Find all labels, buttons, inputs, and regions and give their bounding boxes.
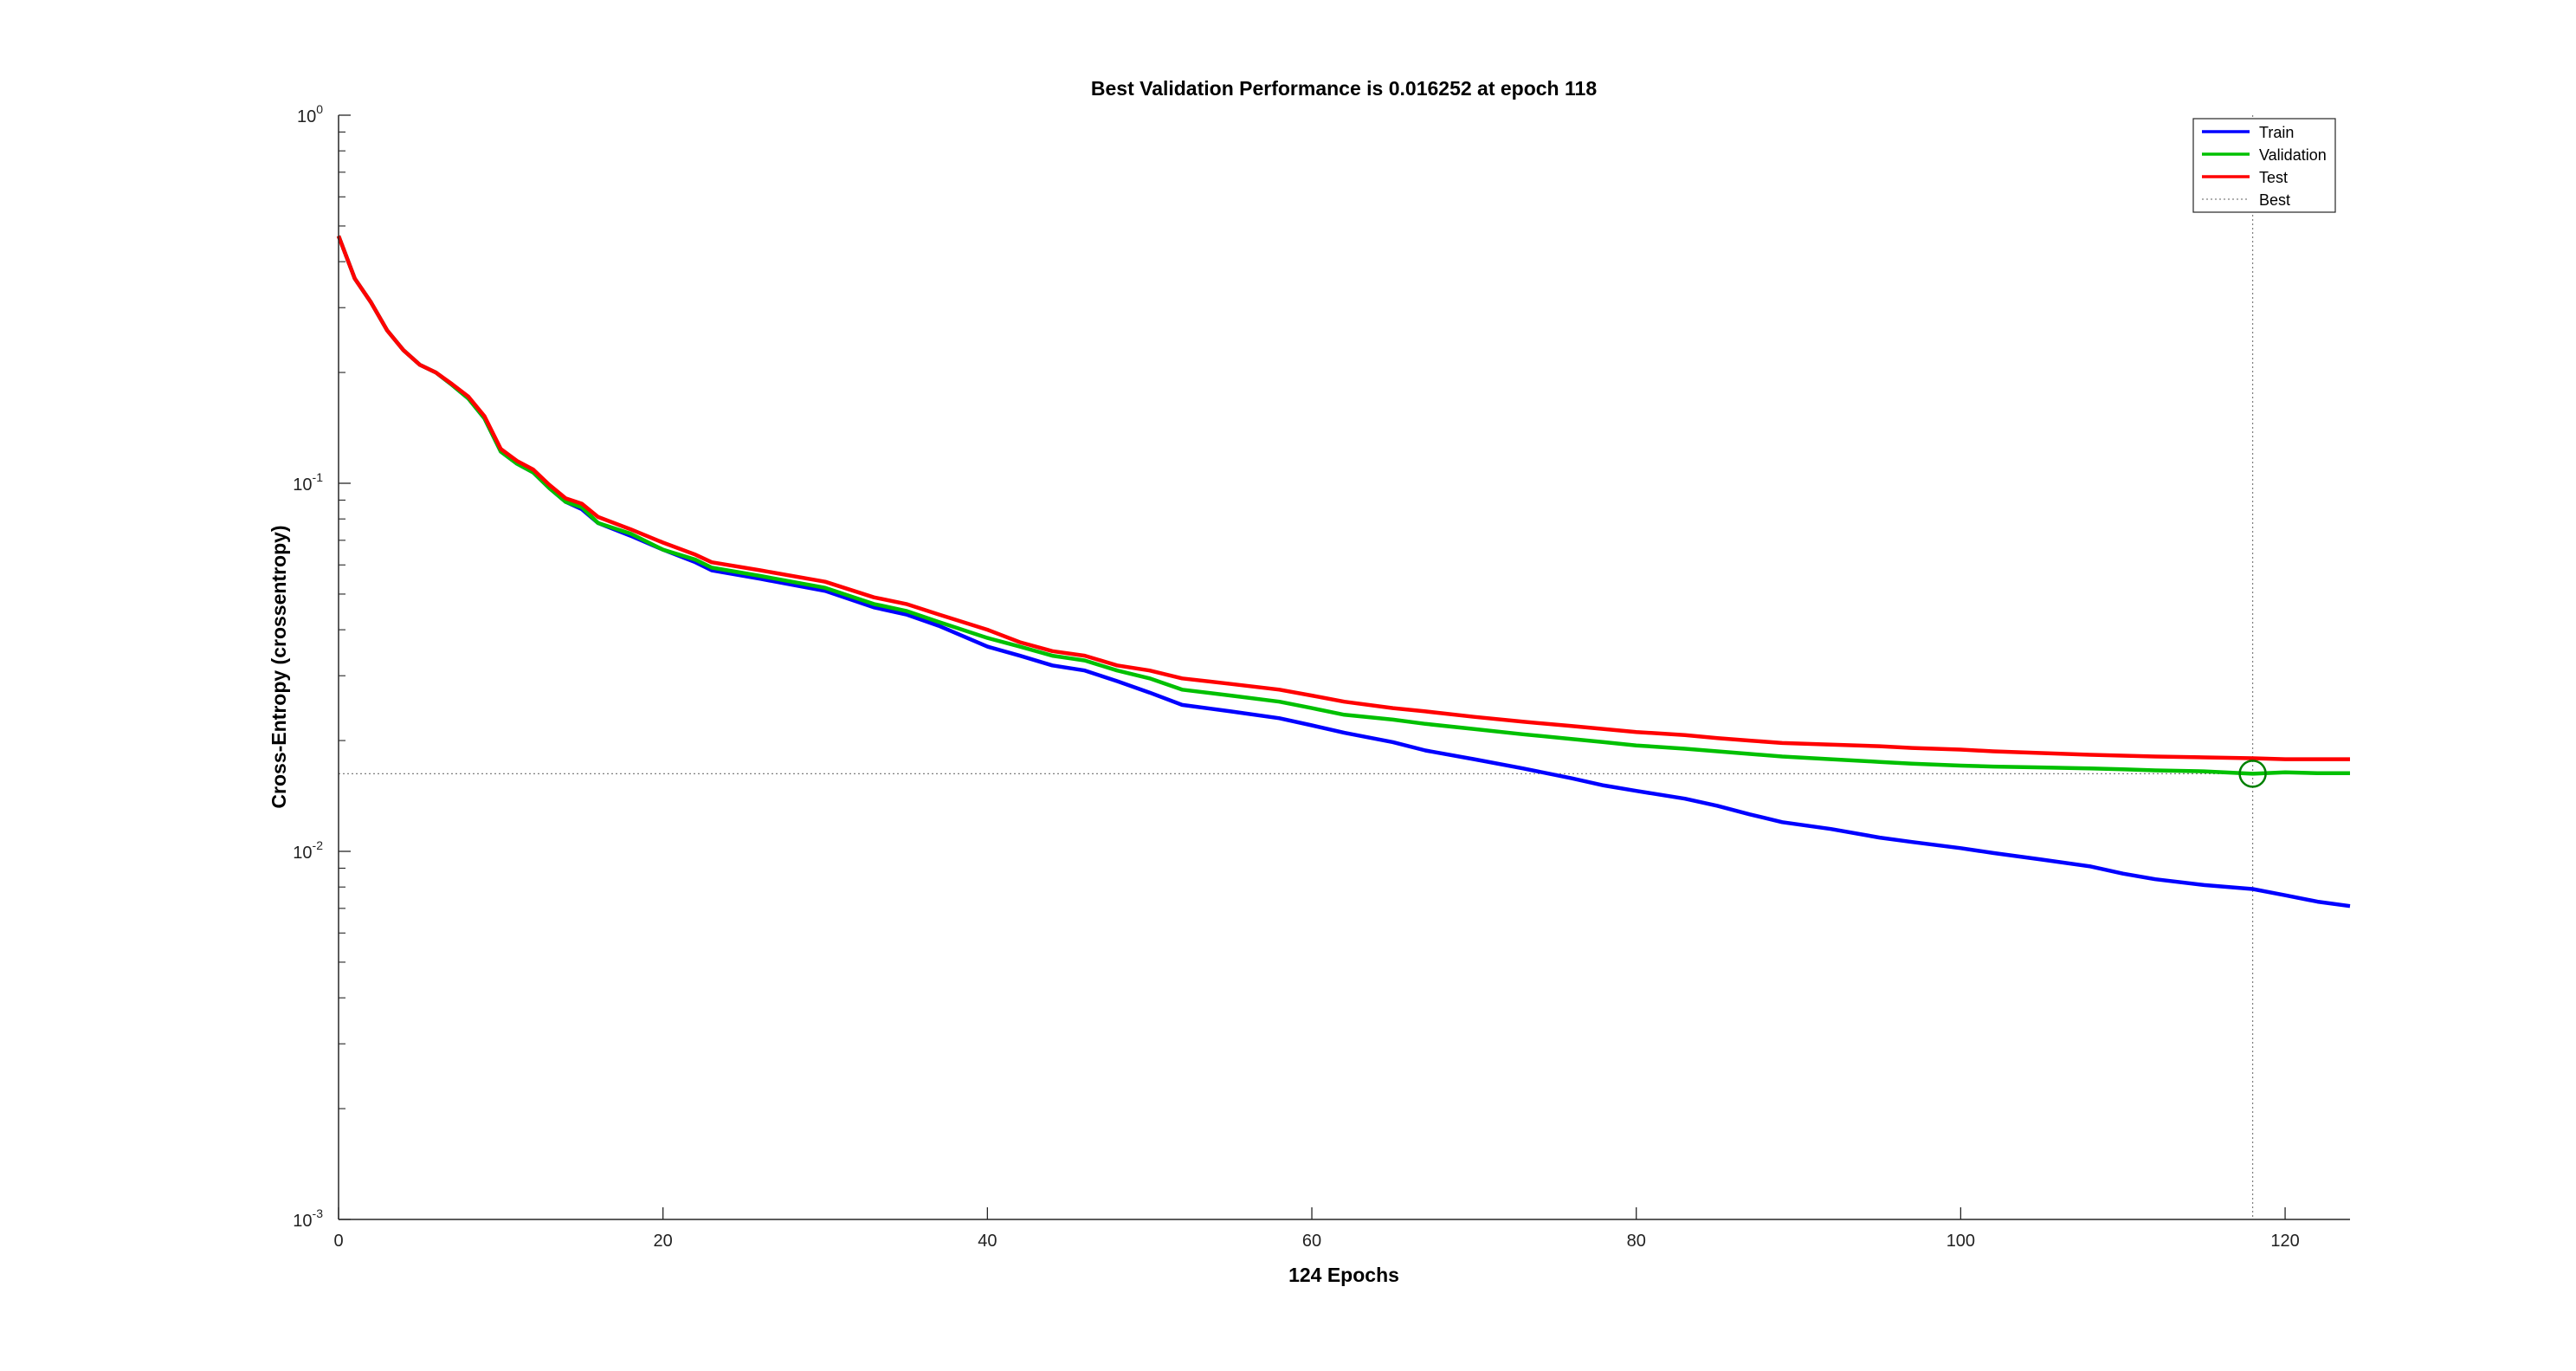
y-tick-label: 10-3 bbox=[293, 1206, 323, 1231]
legend: Train Validation Test Best bbox=[2192, 118, 2336, 213]
legend-label-test: Test bbox=[2259, 169, 2288, 186]
x-tick-label: 120 bbox=[2270, 1232, 2299, 1251]
legend-entry-best: Best bbox=[2202, 191, 2290, 209]
x-tick-label: 100 bbox=[1947, 1232, 1975, 1251]
legend-box bbox=[2192, 118, 2336, 213]
x-axis-label: 124 Epochs bbox=[1288, 1264, 1399, 1286]
series-layer bbox=[336, 235, 2351, 909]
best-guide-lines bbox=[339, 115, 2350, 1219]
series-line-test bbox=[336, 235, 2350, 761]
best-marker-layer bbox=[2238, 760, 2267, 788]
x-tick-label: 0 bbox=[333, 1232, 343, 1251]
series-line-validation bbox=[336, 235, 2350, 776]
legend-entry-validation: Validation bbox=[2202, 146, 2327, 164]
y-ticks: 10-3 10-2 10-1 100 bbox=[293, 102, 351, 1231]
best-point-marker bbox=[2238, 760, 2267, 788]
legend-entry-test: Test bbox=[2202, 169, 2288, 186]
x-tick-label: 20 bbox=[654, 1232, 673, 1251]
x-ticks: 0 20 40 60 80 100 120 bbox=[333, 1207, 2300, 1251]
x-tick-label: 60 bbox=[1302, 1232, 1321, 1251]
y-tick-label: 10-2 bbox=[293, 838, 323, 863]
axes bbox=[338, 115, 2350, 1220]
legend-label-best: Best bbox=[2259, 191, 2290, 209]
legend-entry-train: Train bbox=[2202, 124, 2294, 141]
legend-label-train: Train bbox=[2259, 124, 2294, 141]
y-tick-label: 100 bbox=[297, 102, 323, 126]
plot-area bbox=[339, 115, 2350, 1219]
x-tick-label: 80 bbox=[1627, 1232, 1646, 1251]
chart-title: Best Validation Performance is 0.016252 … bbox=[1091, 77, 1597, 100]
y-tick-label: 10-1 bbox=[293, 470, 323, 495]
y-axis-label: Cross-Entropy (crossentropy) bbox=[268, 525, 290, 808]
x-tick-label: 40 bbox=[978, 1232, 997, 1251]
legend-label-validation: Validation bbox=[2259, 146, 2327, 164]
